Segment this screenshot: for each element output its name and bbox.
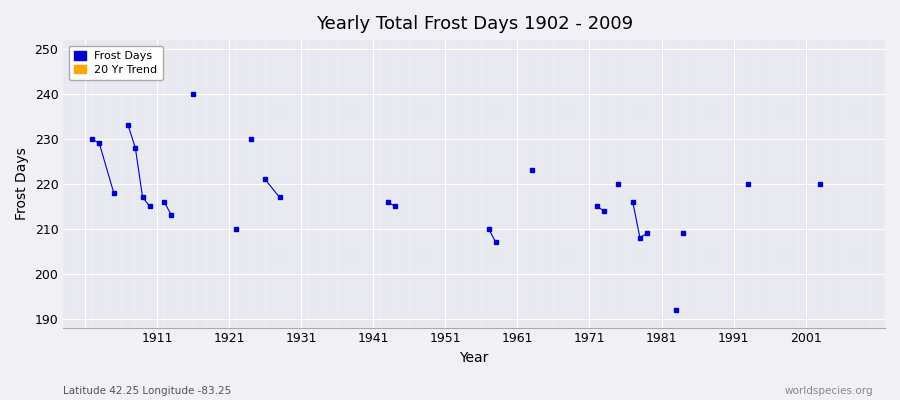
X-axis label: Year: Year: [460, 351, 489, 365]
Legend: Frost Days, 20 Yr Trend: Frost Days, 20 Yr Trend: [68, 46, 163, 80]
Title: Yearly Total Frost Days 1902 - 2009: Yearly Total Frost Days 1902 - 2009: [316, 15, 633, 33]
Text: worldspecies.org: worldspecies.org: [785, 386, 873, 396]
Text: Latitude 42.25 Longitude -83.25: Latitude 42.25 Longitude -83.25: [63, 386, 231, 396]
Y-axis label: Frost Days: Frost Days: [15, 148, 29, 220]
